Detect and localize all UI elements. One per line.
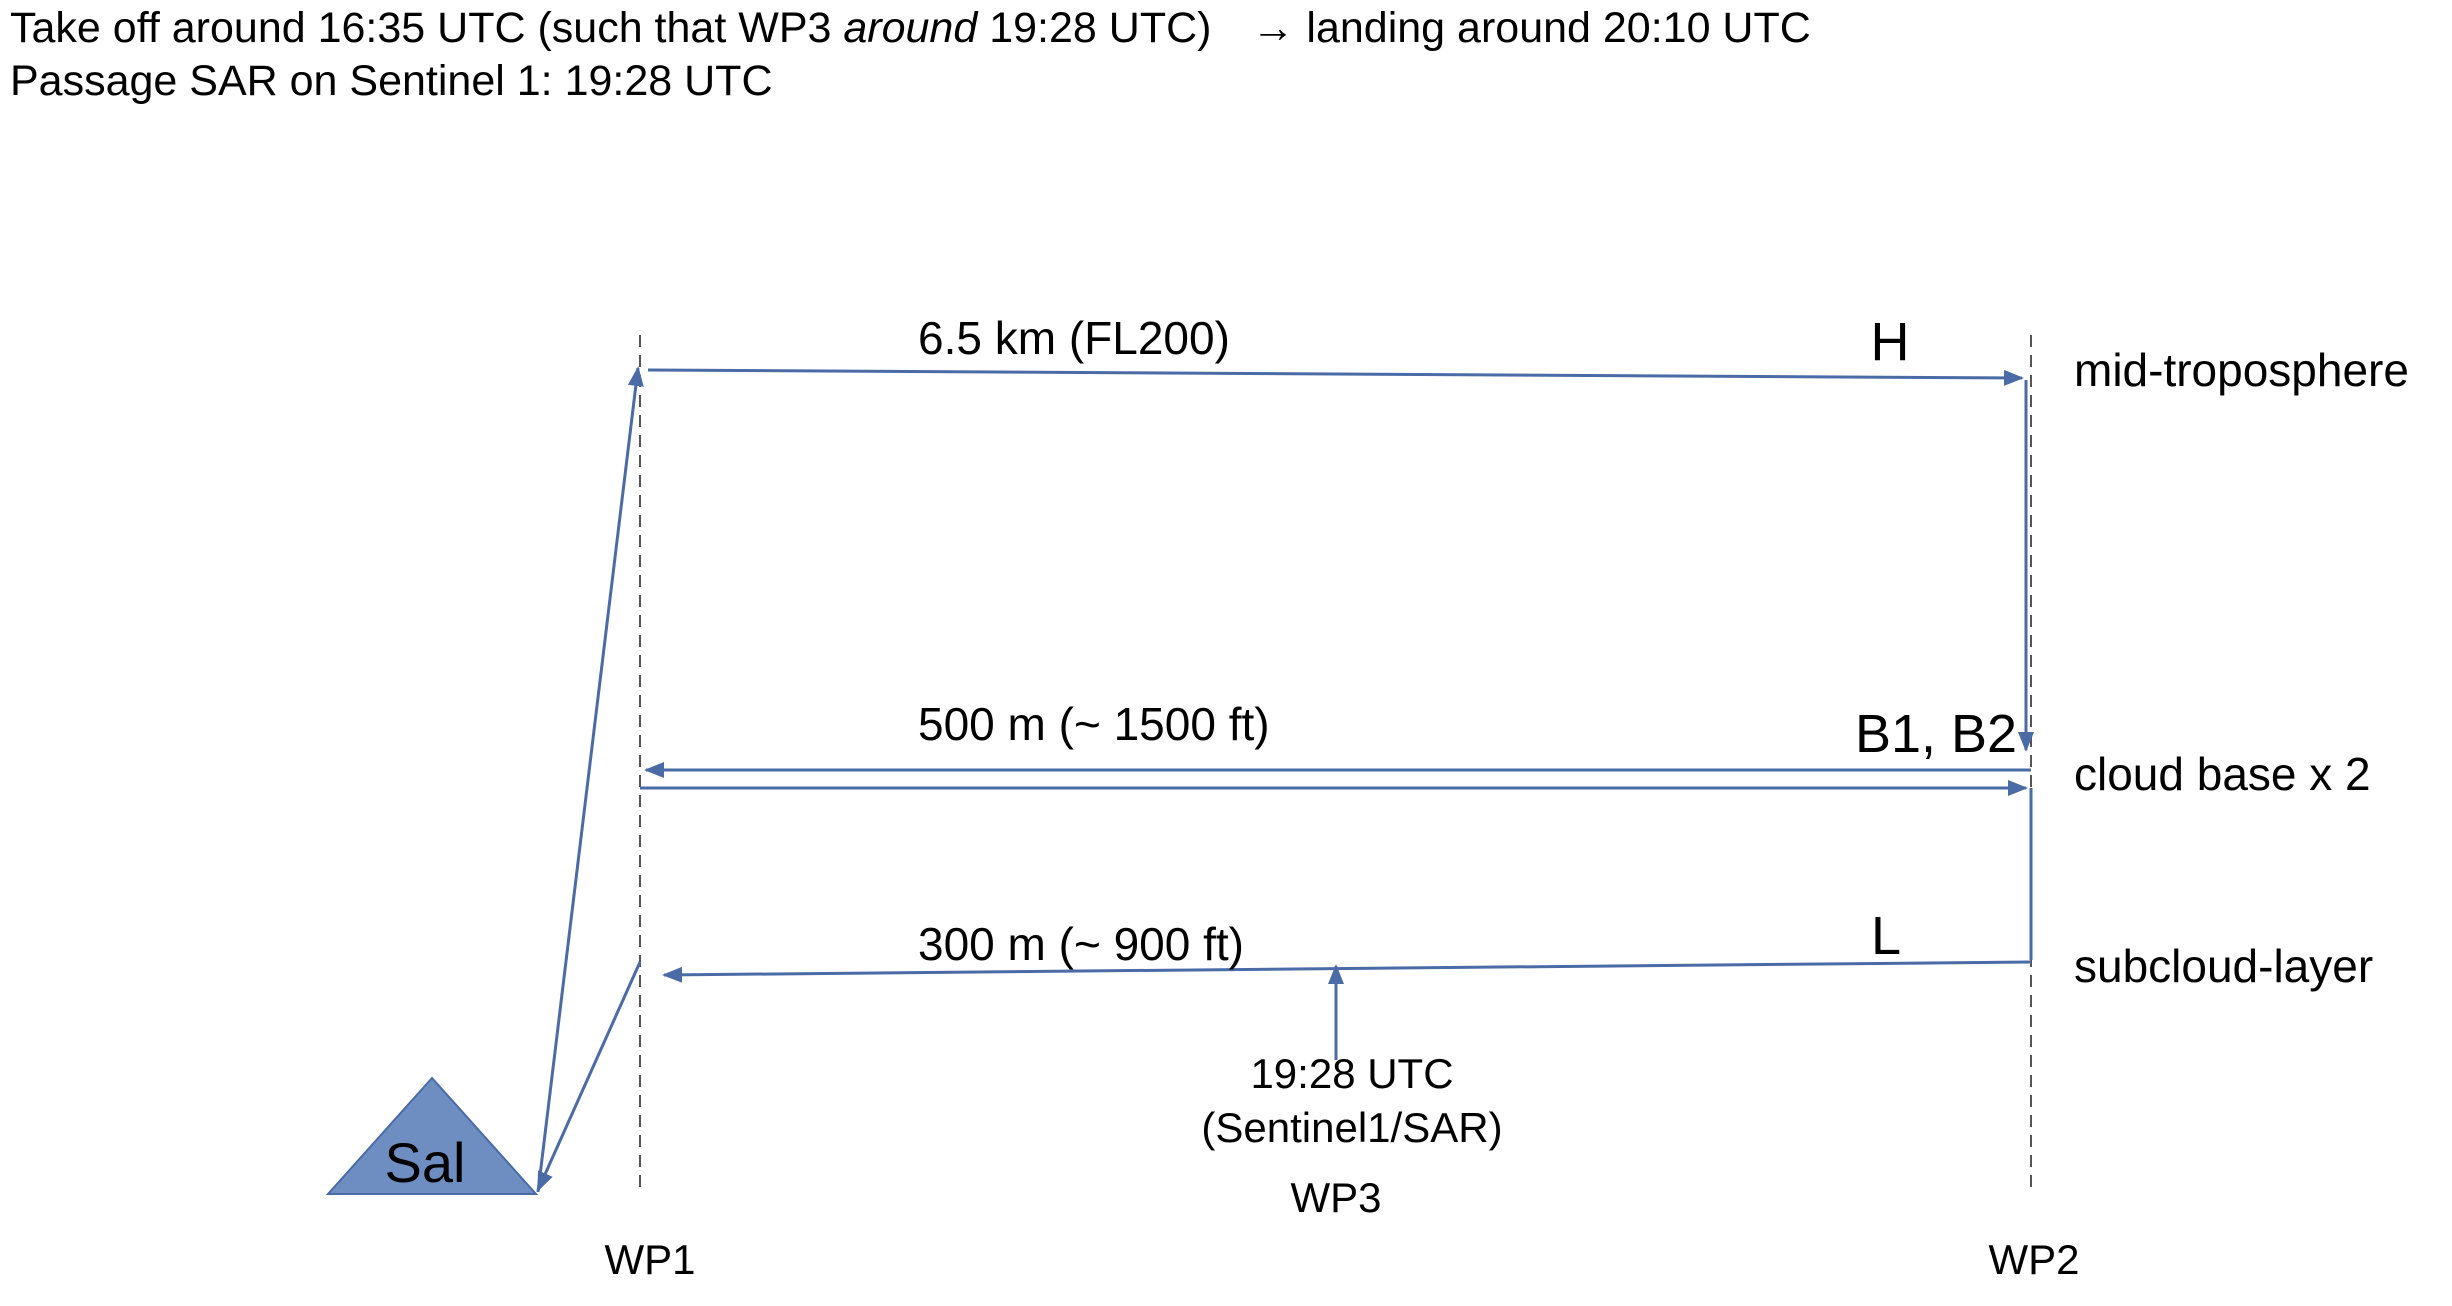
base-leg-altitude-label: 500 m (~ 1500 ft) [918, 698, 1270, 750]
low-leg-altitude-label: 300 m (~ 900 ft) [918, 918, 1244, 970]
header-takeoff-text: Take off around 16:35 UTC (such that WP3 [10, 4, 844, 52]
wp1-label: WP1 [604, 1236, 695, 1283]
header-landing-text: → landing around 20:10 UTC [1251, 4, 1811, 52]
sal-airport-marker [325, 1076, 539, 1195]
cloud-base-label: cloud base x 2 [2074, 748, 2371, 800]
subcloud-layer-label: subcloud-layer [2074, 940, 2373, 992]
sal-airport-label: Sal [385, 1131, 466, 1194]
header-line-2: Passage SAR on Sentinel 1: 19:28 UTC [10, 57, 773, 105]
base-leg-letter: B1, B2 [1855, 704, 2017, 764]
high-leg-altitude-label: 6.5 km (FL200) [918, 312, 1230, 364]
sar-pass-time-label: 19:28 UTC [1250, 1050, 1453, 1097]
header-wp3-time-text: 19:28 UTC) [977, 4, 1212, 52]
high-leg-track [647, 368, 2024, 386]
wp3-label: WP3 [1290, 1174, 1381, 1221]
wp2-label: WP2 [1988, 1236, 2079, 1283]
header-line-1: Take off around 16:35 UTC (such that WP3… [10, 2, 1811, 55]
low-leg-letter: L [1871, 906, 1901, 966]
header: Take off around 16:35 UTC (such that WP3… [10, 2, 1811, 108]
subcloud-leg-track [662, 960, 2032, 983]
sar-pass-instrument-label: (Sentinel1/SAR) [1201, 1104, 1502, 1151]
climb-track [536, 366, 644, 1193]
high-leg-letter: H [1871, 312, 1910, 372]
return-track [536, 961, 642, 1192]
mid-troposphere-label: mid-troposphere [2074, 344, 2409, 396]
header-emphasis-text: around [843, 4, 978, 52]
